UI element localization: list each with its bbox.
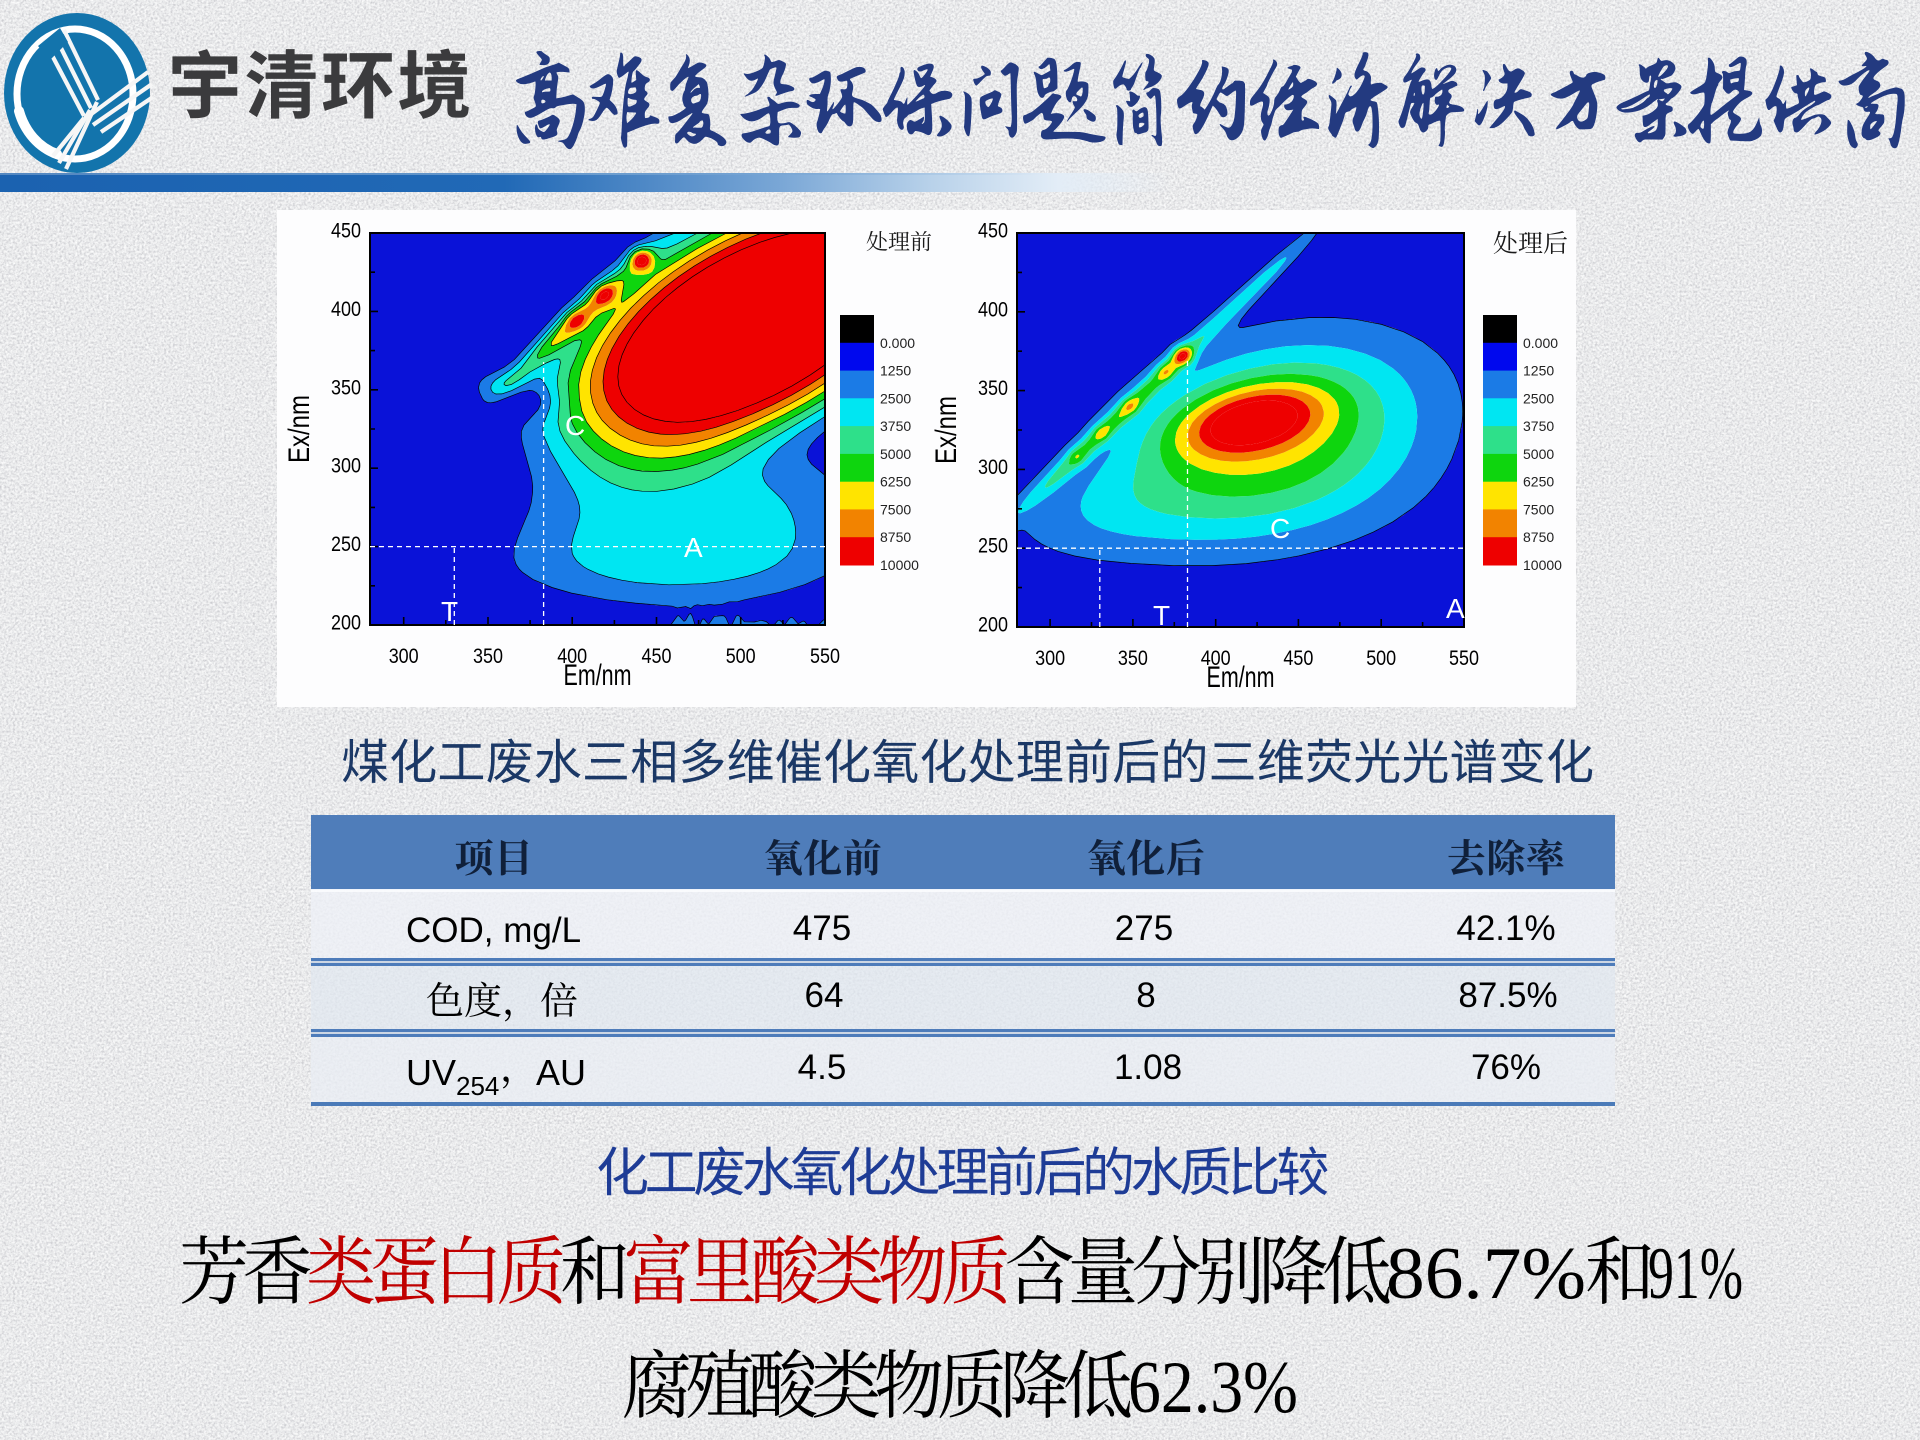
svg-text:0.000: 0.000 <box>880 335 915 351</box>
svg-text:2500: 2500 <box>1523 390 1554 406</box>
svg-text:550: 550 <box>1449 647 1479 670</box>
svg-text:5000: 5000 <box>1523 446 1554 462</box>
svg-text:250: 250 <box>978 535 1008 558</box>
svg-text:300: 300 <box>331 455 361 478</box>
svg-text:300: 300 <box>978 456 1008 479</box>
svg-text:450: 450 <box>978 220 1008 243</box>
svg-text:7500: 7500 <box>880 501 911 517</box>
svg-text:62.3%: 62.3% <box>1128 1347 1298 1429</box>
svg-text:Ex/nm: Ex/nm <box>283 395 316 463</box>
svg-text:250: 250 <box>331 533 361 556</box>
svg-text:400: 400 <box>1201 647 1231 670</box>
svg-text:Ex/nm: Ex/nm <box>930 396 963 464</box>
svg-text:8750: 8750 <box>880 529 911 545</box>
svg-text:T: T <box>441 596 458 627</box>
svg-text:10000: 10000 <box>1523 557 1562 573</box>
svg-text:2500: 2500 <box>880 390 911 406</box>
svg-text:200: 200 <box>978 614 1008 637</box>
svg-text:400: 400 <box>331 298 361 321</box>
svg-text:5000: 5000 <box>880 446 911 462</box>
svg-text:86.7%: 86.7% <box>1386 1233 1586 1315</box>
svg-text:Em/nm: Em/nm <box>564 659 632 692</box>
svg-text:6250: 6250 <box>1523 474 1554 490</box>
svg-text:Em/nm: Em/nm <box>1207 661 1275 694</box>
svg-text:350: 350 <box>978 377 1008 400</box>
svg-text:500: 500 <box>726 645 756 668</box>
svg-text:450: 450 <box>331 220 361 243</box>
svg-text:6250: 6250 <box>880 474 911 490</box>
svg-text:450: 450 <box>642 645 672 668</box>
svg-text:A: A <box>684 532 703 563</box>
svg-text:0.000: 0.000 <box>1523 335 1558 351</box>
svg-text:550: 550 <box>810 645 840 668</box>
svg-text:300: 300 <box>1035 647 1065 670</box>
svg-text:3750: 3750 <box>1523 418 1554 434</box>
svg-text:500: 500 <box>1366 647 1396 670</box>
svg-text:450: 450 <box>1283 647 1313 670</box>
svg-text:200: 200 <box>331 612 361 635</box>
svg-text:91%: 91% <box>1648 1233 1743 1315</box>
svg-text:1250: 1250 <box>880 363 911 379</box>
svg-text:350: 350 <box>473 645 503 668</box>
svg-text:350: 350 <box>1118 647 1148 670</box>
svg-text:7500: 7500 <box>1523 501 1554 517</box>
svg-text:8750: 8750 <box>1523 529 1554 545</box>
svg-text:300: 300 <box>389 645 419 668</box>
svg-text:10000: 10000 <box>880 557 919 573</box>
svg-text:1250: 1250 <box>1523 363 1554 379</box>
svg-text:C: C <box>565 410 585 441</box>
svg-text:A: A <box>1446 593 1465 624</box>
svg-text:3750: 3750 <box>880 418 911 434</box>
svg-text:400: 400 <box>557 645 587 668</box>
svg-text:T: T <box>1153 600 1170 631</box>
svg-text:350: 350 <box>331 376 361 399</box>
svg-text:C: C <box>1270 513 1290 544</box>
svg-text:400: 400 <box>978 298 1008 321</box>
